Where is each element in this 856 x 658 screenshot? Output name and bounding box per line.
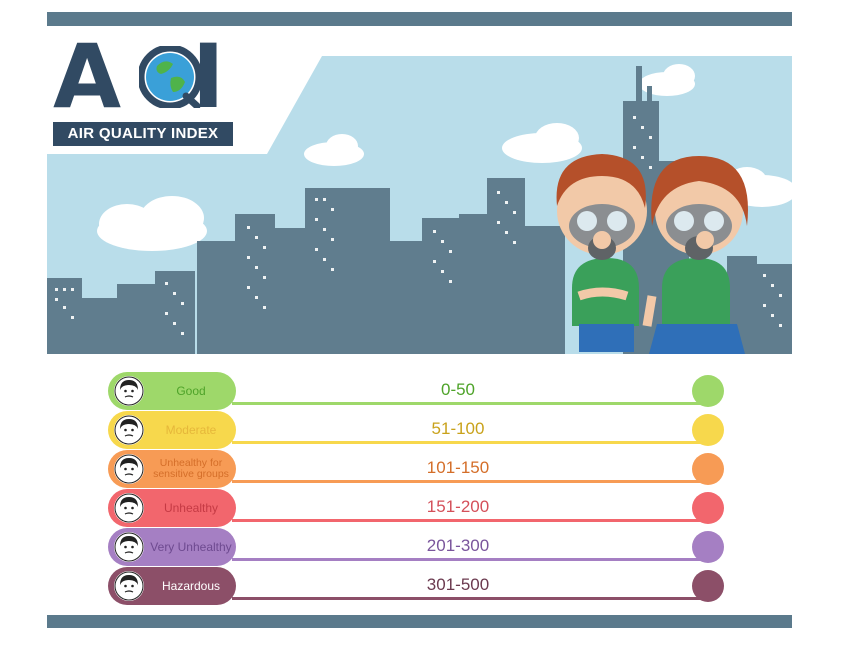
level-pill: Moderate [108, 411, 236, 449]
face-icon [114, 415, 144, 445]
face-icon [114, 532, 144, 562]
level-color-dot [692, 414, 724, 446]
level-line [232, 519, 712, 522]
logo-title: AQI [53, 25, 243, 128]
face-icon [114, 493, 144, 523]
top-frame-bar [47, 12, 792, 26]
aqi-level-row: Hazardous 301-500 [108, 567, 728, 605]
aqi-level-row: Unhealthy 151-200 [108, 489, 728, 527]
aqi-level-row: Good 0-50 [108, 372, 728, 410]
level-pill: Unhealthy for sensitive groups [108, 450, 236, 488]
globe-icon [139, 46, 201, 108]
aqi-scale: Good 0-50 Moderate 51-100 Unhealthy for sens… [108, 372, 728, 608]
aqi-level-row: Very Unhealthy 201-300 [108, 528, 728, 566]
face-icon [114, 454, 144, 484]
logo-letter-a: A [53, 25, 121, 128]
aqi-logo: AQI AIR QUALITY INDEX [53, 25, 243, 148]
aqi-level-row: Moderate 51-100 [108, 411, 728, 449]
city-skyline-illustration [47, 56, 792, 354]
aqi-level-row: Unhealthy for sensitive groups 101-150 [108, 450, 728, 488]
level-label: Unhealthy [163, 501, 219, 515]
level-label: Moderate [165, 423, 217, 437]
level-label: Very Unhealthy [150, 540, 232, 554]
level-pill: Good [108, 372, 236, 410]
level-label: Hazardous [161, 579, 221, 593]
level-line [232, 480, 712, 483]
girl-with-gas-mask [642, 156, 748, 354]
level-line [232, 558, 712, 561]
level-label: Unhealthy for sensitive groups [153, 457, 229, 480]
level-color-dot [692, 531, 724, 563]
level-line [232, 441, 712, 444]
level-color-dot [692, 492, 724, 524]
level-pill: Hazardous [108, 567, 236, 605]
bottom-frame-bar [47, 615, 792, 628]
city-illustration [47, 26, 792, 354]
level-color-dot [692, 570, 724, 602]
level-range: 51-100 [431, 419, 485, 438]
level-pill: Very Unhealthy [108, 528, 236, 566]
level-range: 301-500 [426, 575, 490, 594]
level-line [232, 402, 712, 405]
level-range: 201-300 [426, 536, 490, 555]
level-range: 101-150 [426, 458, 490, 477]
level-range: 151-200 [426, 497, 490, 516]
face-icon [114, 376, 144, 406]
level-line [232, 597, 712, 600]
level-range: 0-50 [440, 380, 476, 399]
level-color-dot [692, 453, 724, 485]
boy-with-gas-mask [556, 154, 647, 352]
level-color-dot [692, 375, 724, 407]
level-label: Good [176, 384, 206, 398]
level-pill: Unhealthy [108, 489, 236, 527]
face-icon [114, 571, 144, 601]
logo-subtitle: AIR QUALITY INDEX [53, 122, 233, 146]
